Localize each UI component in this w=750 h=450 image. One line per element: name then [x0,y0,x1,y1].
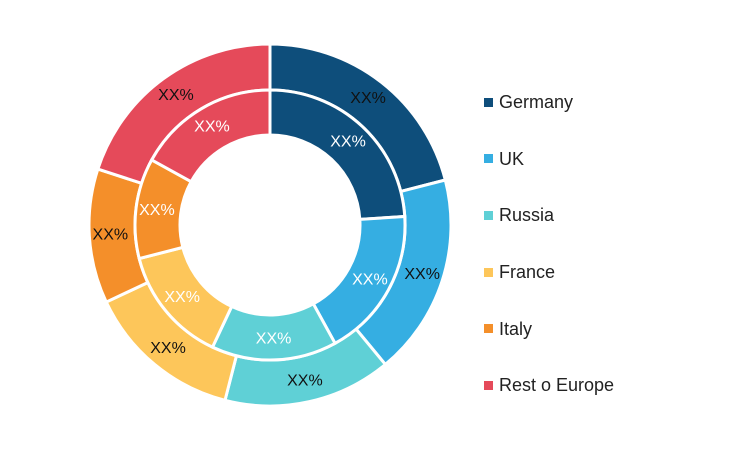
legend-swatch [484,267,493,277]
legend-swatch [484,380,493,390]
legend-label: Rest o Europe [499,375,615,396]
outer-data-label: XX% [287,373,323,390]
legend-swatch [484,154,493,164]
legend-item-france: France [484,244,614,301]
legend-item-rest-of-europe: Rest o Europe [484,357,614,414]
inner-data-label: XX% [164,289,200,306]
inner-data-label: XX% [256,330,292,347]
outer-data-label: XX% [158,87,194,104]
inner-slice-rest-o-europe [149,88,272,184]
inner-data-label: XX% [352,271,388,288]
inner-data-label: XX% [139,202,175,219]
legend-item-uk: UK [484,131,614,188]
legend-item-italy: Italy [484,300,614,357]
legend-label: Russia [499,205,555,226]
legend-label: Italy [499,318,533,339]
legend-swatch [484,324,493,334]
inner-data-label: XX% [330,133,366,150]
legend-swatch [484,97,493,107]
legend-swatch [484,210,493,220]
legend-label: Germany [499,92,574,113]
outer-data-label: XX% [150,340,186,357]
outer-data-label: XX% [93,227,129,244]
inner-data-label: XX% [194,118,230,135]
outer-data-label: XX% [404,266,440,283]
legend-label: UK [499,148,525,169]
legend-item-germany: Germany [484,74,614,131]
chart-legend: Germany UK Russia France Italy Rest o Eu… [484,74,614,414]
legend-label: France [499,262,556,283]
outer-data-label: XX% [350,90,386,107]
legend-item-russia: Russia [484,187,614,244]
